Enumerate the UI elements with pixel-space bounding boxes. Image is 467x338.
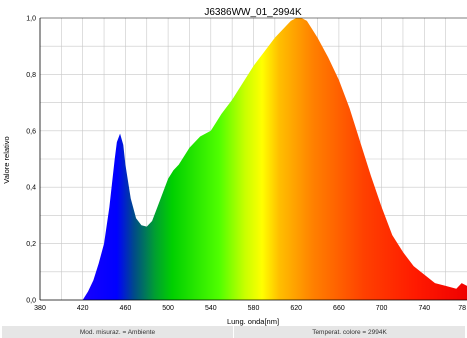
chart-title: J6386WW_01_2994K: [204, 7, 302, 18]
x-tick-label: 620: [290, 305, 302, 312]
x-tick-label: 380: [34, 305, 46, 312]
x-tick-label: 78: [458, 305, 466, 312]
x-tick-label: 420: [77, 305, 89, 312]
y-tick-label: 0,2: [26, 241, 36, 248]
y-tick-label: 0,8: [26, 72, 36, 79]
y-tick-label: 0,0: [26, 298, 36, 305]
color-temperature: Temperat. colore = 2994K: [234, 326, 465, 338]
x-tick-labels: 380 420 460 500 540 580 620 660 700 740 78: [34, 305, 466, 312]
y-tick-label: 0,4: [26, 185, 36, 192]
y-tick-labels: 0,0 0,2 0,4 0,6 0,8 1,0: [26, 16, 36, 305]
spectrum-area: [82, 18, 467, 300]
x-tick-label: 540: [205, 305, 217, 312]
plot-frame: [39, 17, 467, 301]
x-tick-label: 500: [162, 305, 174, 312]
y-tick-label: 1,0: [26, 16, 36, 23]
spectrum-chart: 0,0 0,2 0,4 0,6 0,8 1,0 380 420 460 500 540 580 620…: [2, 7, 467, 326]
x-axis-label: Lung. onda[nm]: [227, 317, 279, 326]
x-tick-label: 660: [333, 305, 345, 312]
x-tick-label: 700: [376, 305, 388, 312]
measurement-mode: Mod. misuraz. = Ambiente: [2, 326, 234, 338]
x-tick-label: 460: [120, 305, 132, 312]
y-tick-label: 0,6: [26, 128, 36, 135]
x-tick-label: 580: [248, 305, 260, 312]
status-footer: Mod. misuraz. = Ambiente Temperat. color…: [2, 326, 465, 338]
x-tick-label: 740: [418, 305, 430, 312]
y-axis-label: Valore relativo: [2, 136, 11, 183]
